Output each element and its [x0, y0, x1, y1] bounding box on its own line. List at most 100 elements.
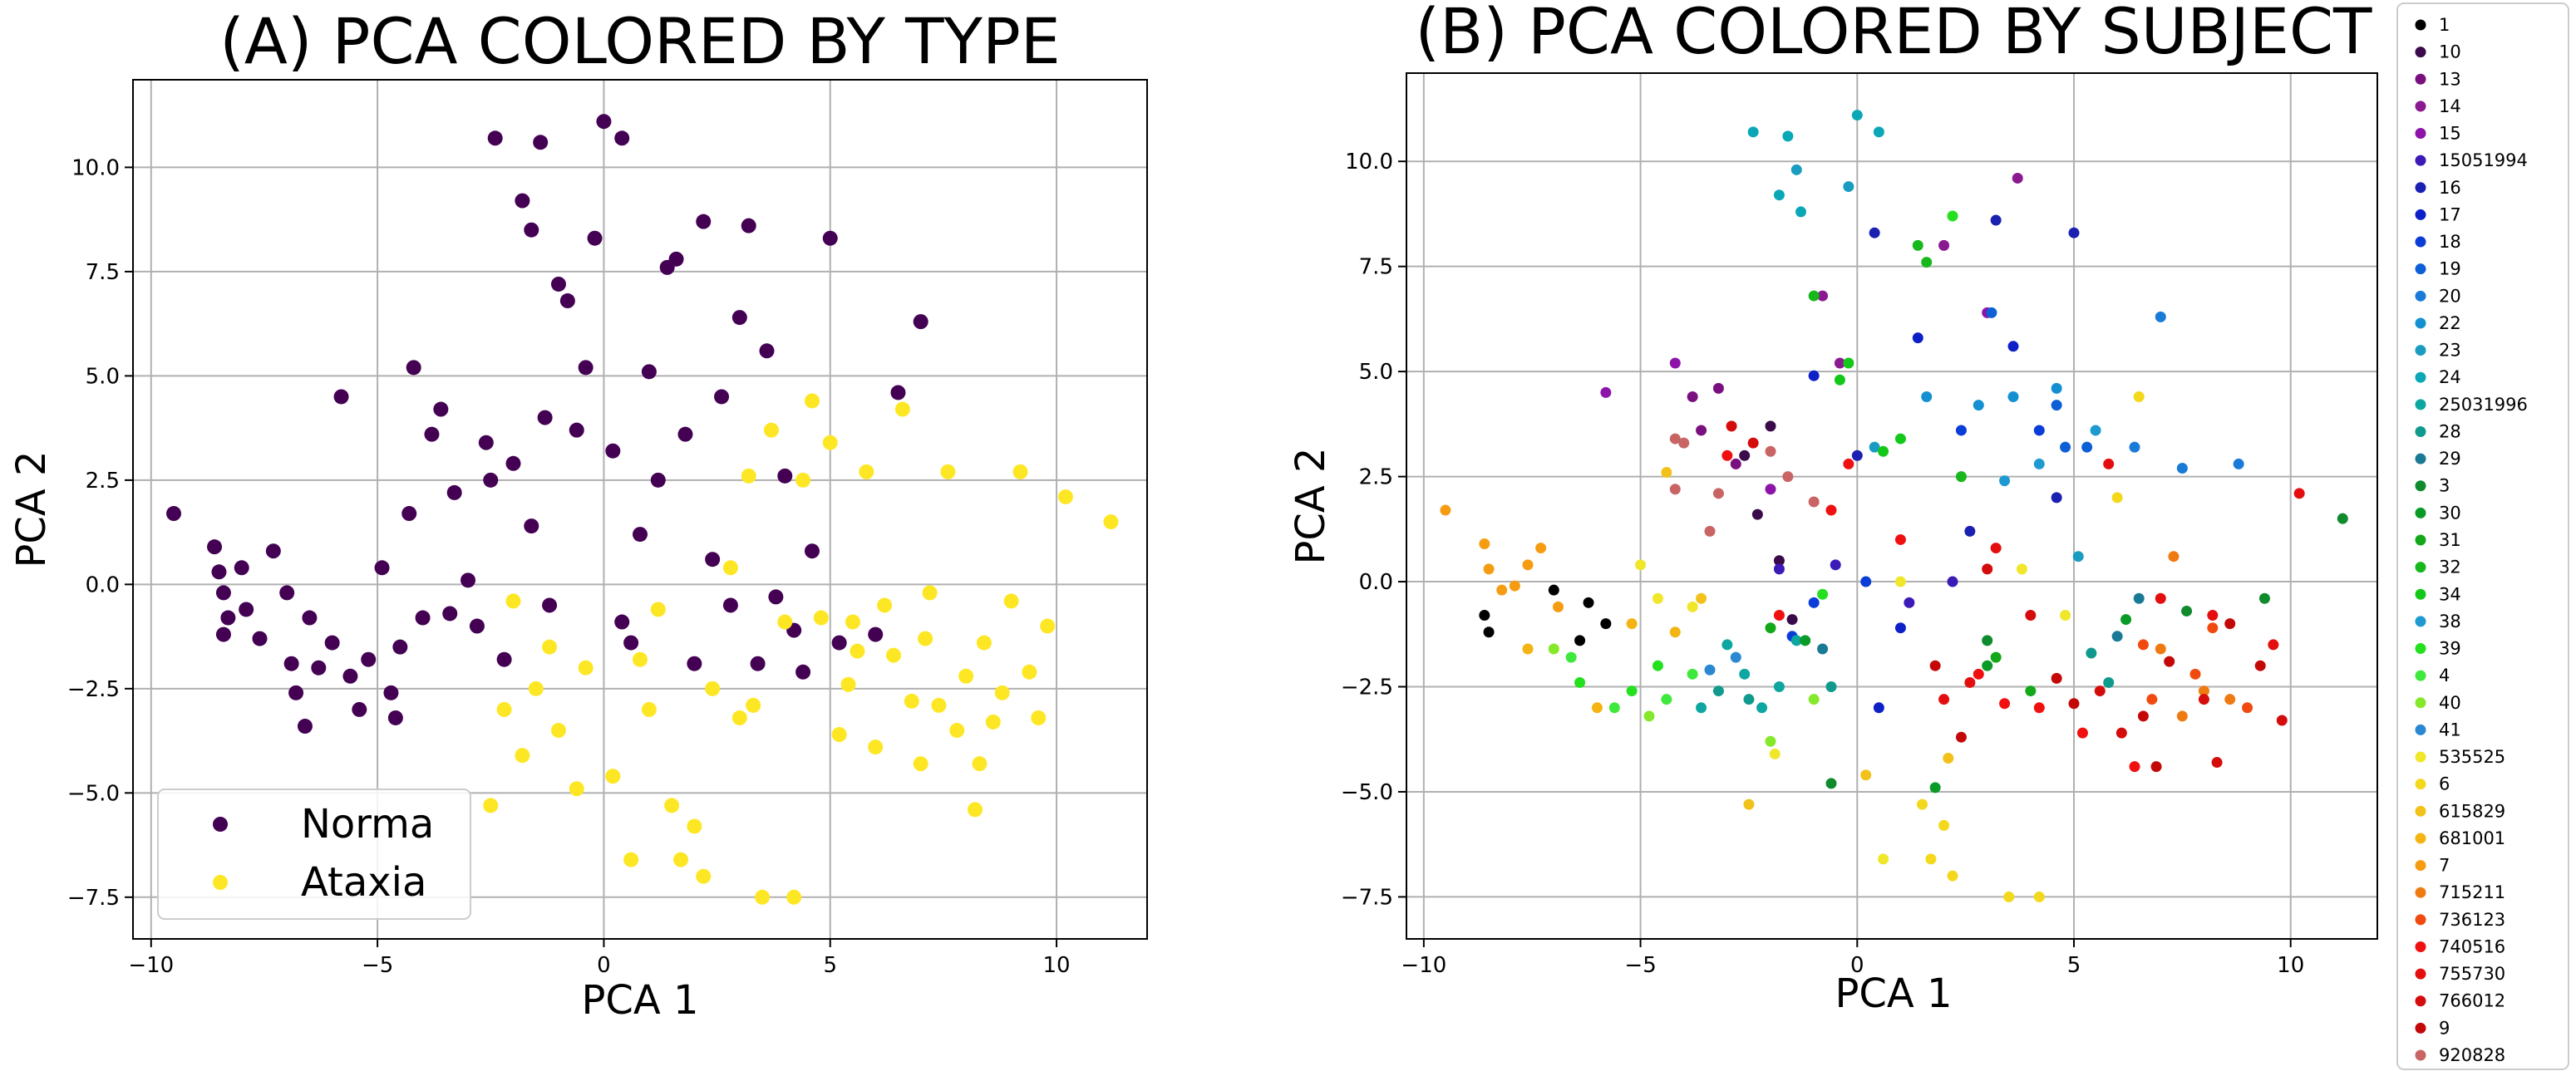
panel-b-data-point — [1817, 643, 1829, 655]
panel-b-legend-marker — [2415, 209, 2426, 220]
panel-a-x-tick-label: 0 — [597, 953, 611, 978]
panel-b-data-point — [1955, 731, 1967, 743]
panel-b-data-point — [1440, 504, 1451, 516]
panel-b-legend-marker — [2415, 236, 2426, 248]
panel-a-data-point — [722, 560, 738, 576]
panel-a-data-point — [469, 618, 485, 634]
panel-b-data-point — [2207, 622, 2219, 634]
panel-b-data-point — [1479, 610, 1490, 622]
panel-b-x-tick-label: −5 — [1624, 953, 1656, 978]
panel-b-legend-marker — [2415, 697, 2426, 709]
panel-b-data-point — [1687, 668, 1698, 680]
panel-b-data-point — [1834, 357, 1845, 369]
panel-b-data-point — [2090, 425, 2101, 436]
panel-b-y-tick-label: 0.0 — [1359, 570, 1393, 595]
panel-b-data-point — [1721, 639, 1733, 651]
panel-b-data-point — [1825, 778, 1837, 789]
panel-a-data-point — [342, 668, 358, 684]
panel-b-data-point — [1696, 425, 1707, 436]
panel-a-data-point — [537, 410, 553, 425]
panel-b-data-point — [2254, 660, 2266, 671]
panel-b-legend-label: 755730 — [2439, 964, 2505, 984]
panel-a-data-point — [746, 697, 761, 713]
panel-b-data-point — [1834, 374, 1845, 386]
panel-b-data-point — [2146, 694, 2158, 705]
panel-b-data-point — [1652, 660, 1663, 671]
panel-b-data-point — [1851, 450, 1863, 461]
panel-b-legend-marker — [2415, 588, 2426, 600]
panel-a-data-point — [822, 435, 838, 450]
panel-b-data-point — [1483, 626, 1495, 638]
panel-a-data-point — [406, 360, 421, 376]
panel-b-data-point — [2103, 676, 2115, 688]
panel-a-data-point — [804, 543, 820, 559]
panel-a-data-point — [985, 714, 1001, 730]
panel-a-data-point — [569, 781, 584, 797]
panel-a-data-point — [483, 472, 499, 488]
panel-b-data-point — [2242, 702, 2253, 714]
panel-b-data-point — [2051, 400, 2062, 411]
panel-a-data-point — [1103, 514, 1119, 530]
panel-b-data-point — [1947, 576, 1958, 587]
panel-b-data-point — [2133, 391, 2145, 402]
panel-b-data-point — [1999, 698, 2011, 710]
panel-a-data-point — [215, 626, 231, 642]
panel-a-y-tick-label: 10.0 — [71, 155, 120, 180]
panel-b-legend-label: 40 — [2439, 693, 2461, 713]
panel-b-data-point — [2155, 592, 2166, 604]
panel-b-data-point — [1843, 181, 1854, 193]
panel-b-data-point — [2198, 685, 2209, 697]
panel-a-data-point — [297, 719, 313, 735]
panel-b-data-point — [2155, 643, 2166, 655]
panel-b-data-point — [1990, 651, 2002, 663]
panel-b-data-point — [1938, 239, 1950, 251]
panel-a-data-point — [265, 543, 281, 559]
panel-b-x-tick-label: 10 — [2277, 953, 2304, 978]
panel-a-data-point — [542, 597, 558, 613]
panel-b-y-label: PCA 2 — [1288, 447, 1334, 564]
panel-b-legend-label: 22 — [2439, 313, 2461, 333]
panel-b-data-point — [2164, 656, 2175, 667]
panel-b-data-point — [2007, 391, 2019, 402]
panel-a-data-point — [868, 626, 884, 642]
panel-b-legend-label: 920828 — [2439, 1045, 2505, 1065]
panel-b-y-tick-label: 2.5 — [1359, 465, 1393, 490]
panel-a-data-point — [542, 639, 558, 655]
panel-b-legend-box — [2396, 2, 2569, 1070]
panel-b-data-point — [2068, 698, 2080, 710]
panel-a-data-point — [741, 218, 756, 233]
panel-b-x-label: PCA 1 — [1835, 970, 1952, 1017]
panel-a-data-point — [677, 426, 693, 442]
panel-a-data-point — [605, 769, 621, 784]
panel-b-data-point — [1938, 694, 1950, 705]
panel-b-data-point — [1608, 702, 1620, 714]
panel-a-data-point — [831, 635, 847, 651]
panel-a-data-point — [687, 656, 702, 671]
panel-b-data-point — [1782, 130, 1794, 142]
panel-b-y-tick-label: −7.5 — [1341, 885, 1393, 910]
panel-a-data-point — [641, 701, 657, 717]
panel-b-data-point — [1860, 769, 1872, 781]
panel-b-data-point — [1808, 496, 1820, 508]
panel-a-y-tick-label: −7.5 — [67, 886, 120, 911]
panel-b-legend-label: 17 — [2439, 204, 2461, 224]
panel-a-data-point — [515, 748, 530, 764]
panel-b-data-point — [2150, 761, 2162, 773]
panel-b-data-point — [1795, 206, 1806, 218]
panel-b-data-point — [1712, 488, 1724, 499]
panel-b-data-point — [1894, 622, 1906, 634]
panel-b-legend-label: 39 — [2439, 639, 2461, 659]
panel-a-data-point — [633, 527, 648, 543]
panel-b-legend-marker — [2415, 833, 2426, 844]
panel-a-data-point — [918, 631, 933, 646]
panel-b-data-point — [1773, 681, 1785, 693]
panel-b-legend-label: 15 — [2439, 124, 2461, 144]
panel-a-title: (A) PCA COLORED BY TYPE — [219, 4, 1061, 78]
panel-b-data-point — [2051, 672, 2062, 684]
panel-b-data-point — [1986, 307, 1997, 318]
panel-b-legend-marker — [2415, 860, 2426, 872]
panel-a-data-point — [840, 676, 856, 692]
panel-a-data-point — [795, 664, 811, 680]
panel-a-data-point — [804, 393, 820, 409]
panel-a-legend: Norma Ataxia — [157, 789, 471, 920]
